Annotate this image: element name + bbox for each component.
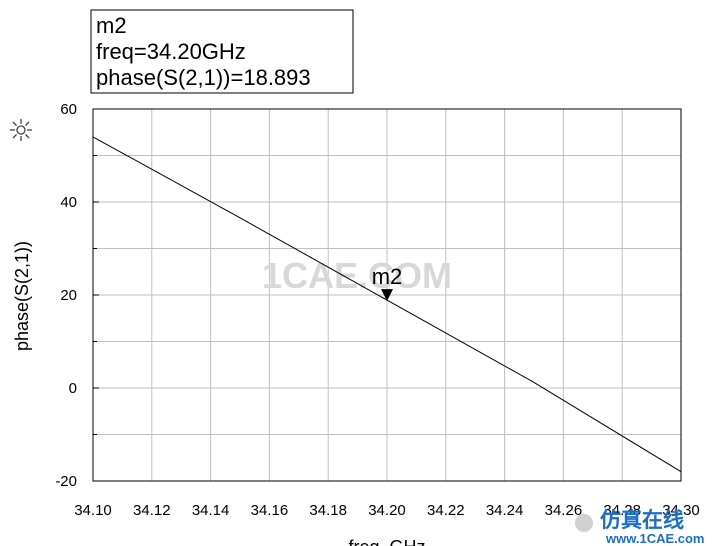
marker-readout-line-2: freq=34.20GHz (96, 39, 246, 64)
y-axis-label: phase(S(2,1)) (12, 241, 32, 351)
x-tick-label-9: 34.28 (603, 502, 641, 519)
brand-badge: 仿真在线 www.1CAE.com (575, 508, 704, 546)
x-tick-labels: 34.10 34.12 34.14 34.16 34.18 34.20 34.22 34.24… (74, 502, 700, 519)
watermark-text: 1CAE.COM (262, 255, 452, 296)
marker-triangle (381, 289, 393, 302)
x-tick-label-1: 34.12 (133, 502, 171, 519)
x-tick-label-0: 34.10 (74, 502, 112, 519)
watermark: 1CAE.COM (262, 255, 452, 296)
brand-title: 仿真在线 (600, 508, 684, 532)
x-tick-label-4: 34.18 (309, 502, 347, 519)
x-tick-label-6: 34.22 (427, 502, 465, 519)
plot-area-frame (92, 108, 682, 482)
x-tick-label-3: 34.16 (251, 502, 289, 519)
x-tick-label-8: 34.26 (545, 502, 583, 519)
marker-readout-box: m2 freq=34.20GHz phase(S(2,1))=18.893 (90, 9, 354, 94)
sun-icon (10, 119, 32, 141)
x-tick-label-7: 34.24 (486, 502, 524, 519)
y-tick-label-0: 60 (60, 101, 77, 118)
y-tick-label-1: 40 (60, 194, 77, 211)
x-tick-label-5: 34.20 (368, 502, 406, 519)
brand-url: www.1CAE.com (605, 531, 704, 546)
x-tick-label-2: 34.14 (192, 502, 230, 519)
marker: m2 (372, 264, 403, 302)
y-tick-label-2: 20 (60, 287, 77, 304)
x-tick-label-10: 34.30 (662, 502, 700, 519)
marker-readout-line-1: m2 (96, 13, 127, 38)
brand-logo-icon (575, 514, 593, 532)
y-tick-label-3: 0 (69, 380, 77, 397)
x-axis-label: freq, GHz (348, 537, 425, 546)
marker-label: m2 (372, 264, 403, 289)
marker-readout-line-3: phase(S(2,1))=18.893 (96, 65, 311, 90)
y-tick-labels: 60 40 20 0 -20 (55, 101, 77, 490)
y-tick-label-4: -20 (55, 473, 77, 490)
